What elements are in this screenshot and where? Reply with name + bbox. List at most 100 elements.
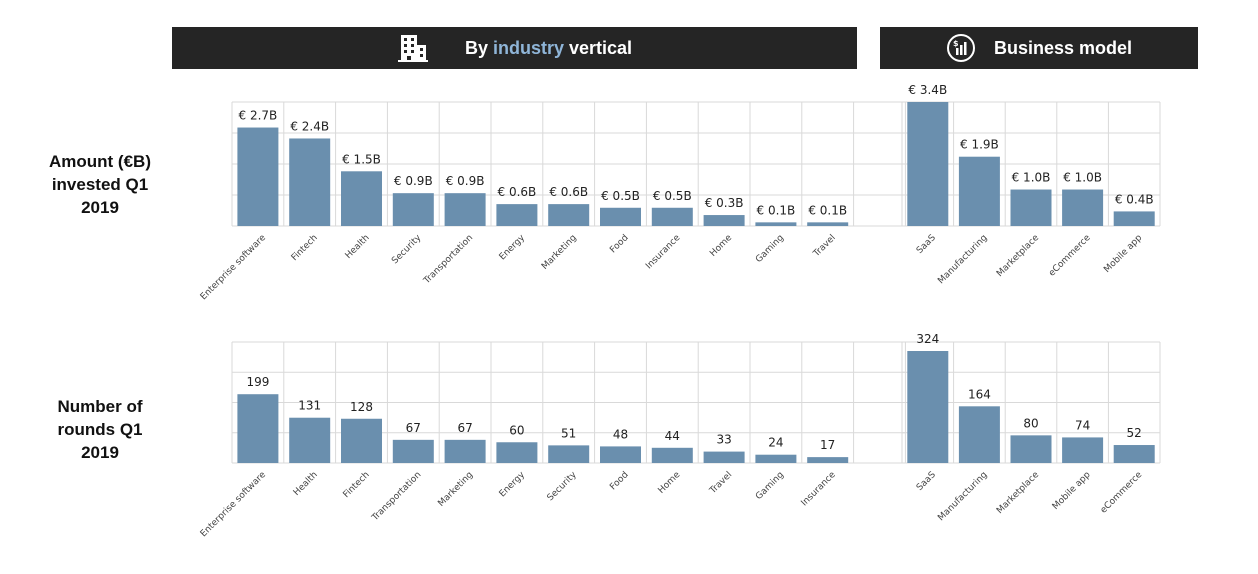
amount-row-label: Amount (€B) invested Q1 2019 [20, 150, 180, 219]
tick-label: Home [657, 470, 683, 496]
bar-marketplace [1010, 435, 1052, 463]
bar-saas [907, 351, 949, 463]
tick-label: Mobile app [1051, 470, 1093, 512]
money-chart-icon: $ [946, 33, 976, 63]
tick-label: Transportation [370, 470, 424, 524]
amount-industry-chart: € 2.7B Enterprise software € 2.4B Fintech € … [199, 101, 906, 302]
tick-label: SaaS [915, 233, 938, 256]
bar-marketplace [1010, 189, 1052, 226]
data-label: 33 [716, 433, 731, 447]
bar-health [341, 171, 382, 226]
bar-enterprise-software [237, 127, 279, 226]
tick-label: Insurance [800, 470, 839, 509]
building-icon [397, 33, 429, 63]
bar-security [548, 445, 590, 463]
data-label: € 0.9B [394, 174, 433, 188]
data-label: 128 [350, 400, 373, 414]
tick-label: Fintech [342, 470, 372, 500]
tick-label: Transportation [421, 233, 475, 287]
data-label: 80 [1023, 416, 1038, 430]
data-label: 48 [613, 427, 628, 441]
data-label: € 0.9B [446, 174, 485, 188]
tick-label: Marketing [540, 233, 579, 272]
tick-label: Gaming [754, 233, 786, 265]
bar-health [289, 417, 331, 463]
data-label: 74 [1075, 418, 1090, 432]
data-label: 199 [246, 375, 269, 389]
bar-insurance [651, 207, 693, 226]
tick-label: Insurance [644, 233, 683, 272]
bar-food [600, 446, 641, 463]
tick-label: Security [546, 470, 580, 504]
amount-row-label-line: invested Q1 [51, 175, 149, 194]
data-label: 17 [820, 438, 835, 452]
data-label: 60 [509, 423, 524, 437]
rounds-row-label-line: 2019 [81, 443, 119, 462]
amount-row-label-line: Amount (€B) [49, 152, 151, 171]
data-label: € 3.4B [908, 83, 947, 97]
data-label: € 1.5B [342, 152, 381, 166]
tick-label: Energy [498, 233, 528, 263]
tick-label: Travel [708, 470, 735, 497]
rounds-row-label-line: rounds Q1 [57, 420, 143, 439]
data-label: € 0.5B [601, 189, 640, 203]
tick-label: Security [390, 233, 424, 267]
data-label: € 1.9B [960, 138, 999, 152]
tick-label: eCommerce [1099, 470, 1145, 516]
data-label: € 0.1B [757, 203, 796, 217]
tick-label: Gaming [754, 470, 786, 502]
bar-ecommerce [1113, 445, 1155, 463]
tick-label: Health [292, 470, 320, 498]
business-model-header: $ Business model [880, 27, 1198, 69]
tick-label: Home [708, 233, 734, 259]
bar-fintech [289, 138, 331, 226]
bar-insurance [807, 457, 849, 463]
tick-label: Marketplace [995, 233, 1041, 279]
rounds-business-chart: 324 SaaS 164 Manufacturing 80 Marketplace 74 Mo… [901, 332, 1161, 523]
tick-label: Fintech [290, 233, 320, 263]
bar-transportation [444, 193, 486, 226]
amount-business-chart: € 3.4B SaaS € 1.9B Manufacturing € 1.0B Marke… [901, 83, 1161, 286]
data-label: € 0.1B [808, 203, 847, 217]
bar-gaming [755, 454, 797, 463]
tick-label: Travel [811, 233, 838, 260]
tick-label: Enterprise software [199, 233, 268, 302]
tick-label: Manufacturing [936, 233, 989, 286]
data-label: 24 [768, 436, 783, 450]
tick-label: Food [608, 233, 630, 255]
svg-text:$: $ [953, 39, 959, 48]
data-label: 131 [298, 399, 321, 413]
tick-label: SaaS [915, 470, 938, 493]
data-label: € 1.0B [1063, 171, 1102, 185]
tick-label: Mobile app [1102, 233, 1144, 275]
data-label: 52 [1127, 426, 1142, 440]
bar-marketing [444, 439, 486, 463]
bar-fintech [341, 418, 382, 463]
bar-home [703, 215, 745, 226]
tick-label: Marketplace [995, 470, 1041, 516]
rounds-row-label: Number of rounds Q1 2019 [20, 395, 180, 464]
bar-mobile-app [1113, 211, 1155, 226]
bar-ecommerce [1062, 189, 1104, 226]
bar-food [600, 207, 641, 226]
data-label: € 0.6B [549, 185, 588, 199]
bar-gaming [755, 222, 797, 226]
tick-label: Energy [498, 470, 528, 500]
amount-row-label-line: 2019 [81, 198, 119, 217]
data-label: 164 [968, 387, 991, 401]
bar-marketing [548, 204, 590, 226]
data-label: 51 [561, 426, 576, 440]
tick-label: eCommerce [1047, 233, 1093, 279]
data-label: 44 [665, 429, 680, 443]
bar-manufacturing [958, 156, 1000, 226]
data-label: € 2.4B [290, 119, 329, 133]
bar-home [651, 447, 693, 463]
industry-header-title: By industry vertical [464, 37, 633, 58]
tick-label: Manufacturing [936, 470, 989, 523]
rounds-industry-chart: 199 Enterprise software 131 Health 128 Fintec… [199, 341, 906, 539]
bar-enterprise-software [237, 394, 279, 463]
bar-travel [703, 451, 745, 463]
bar-travel [807, 222, 849, 226]
bar-security [392, 193, 434, 226]
